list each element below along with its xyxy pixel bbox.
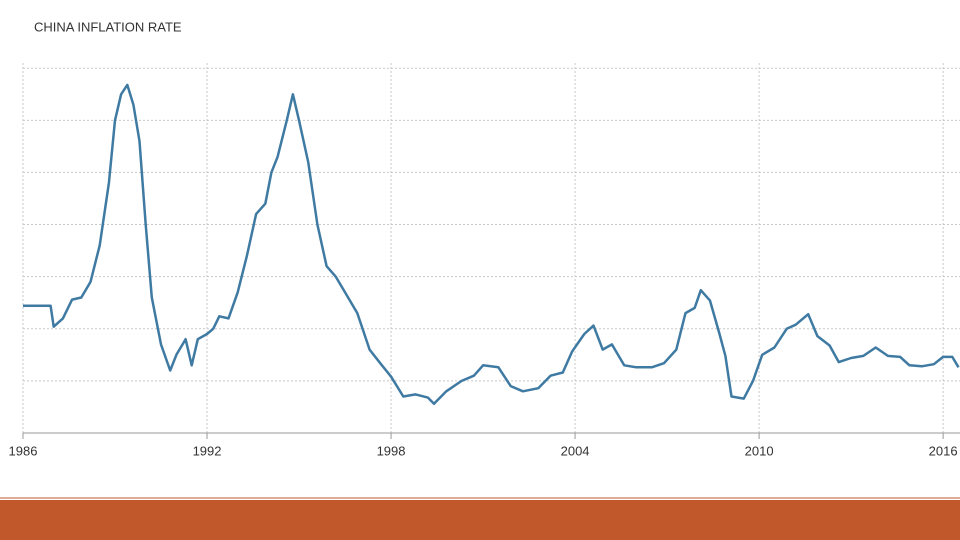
chart-title: CHINA INFLATION RATE xyxy=(34,19,182,34)
x-tick-label: 1986 xyxy=(9,443,38,458)
x-tick-label: 1992 xyxy=(193,443,222,458)
x-tick-label: 1998 xyxy=(377,443,406,458)
x-tick-label: 2004 xyxy=(561,443,590,458)
x-tick-label: 2010 xyxy=(745,443,774,458)
x-tick-label: 2016 xyxy=(929,443,958,458)
footer-bar xyxy=(0,500,960,540)
data-line xyxy=(23,83,960,406)
